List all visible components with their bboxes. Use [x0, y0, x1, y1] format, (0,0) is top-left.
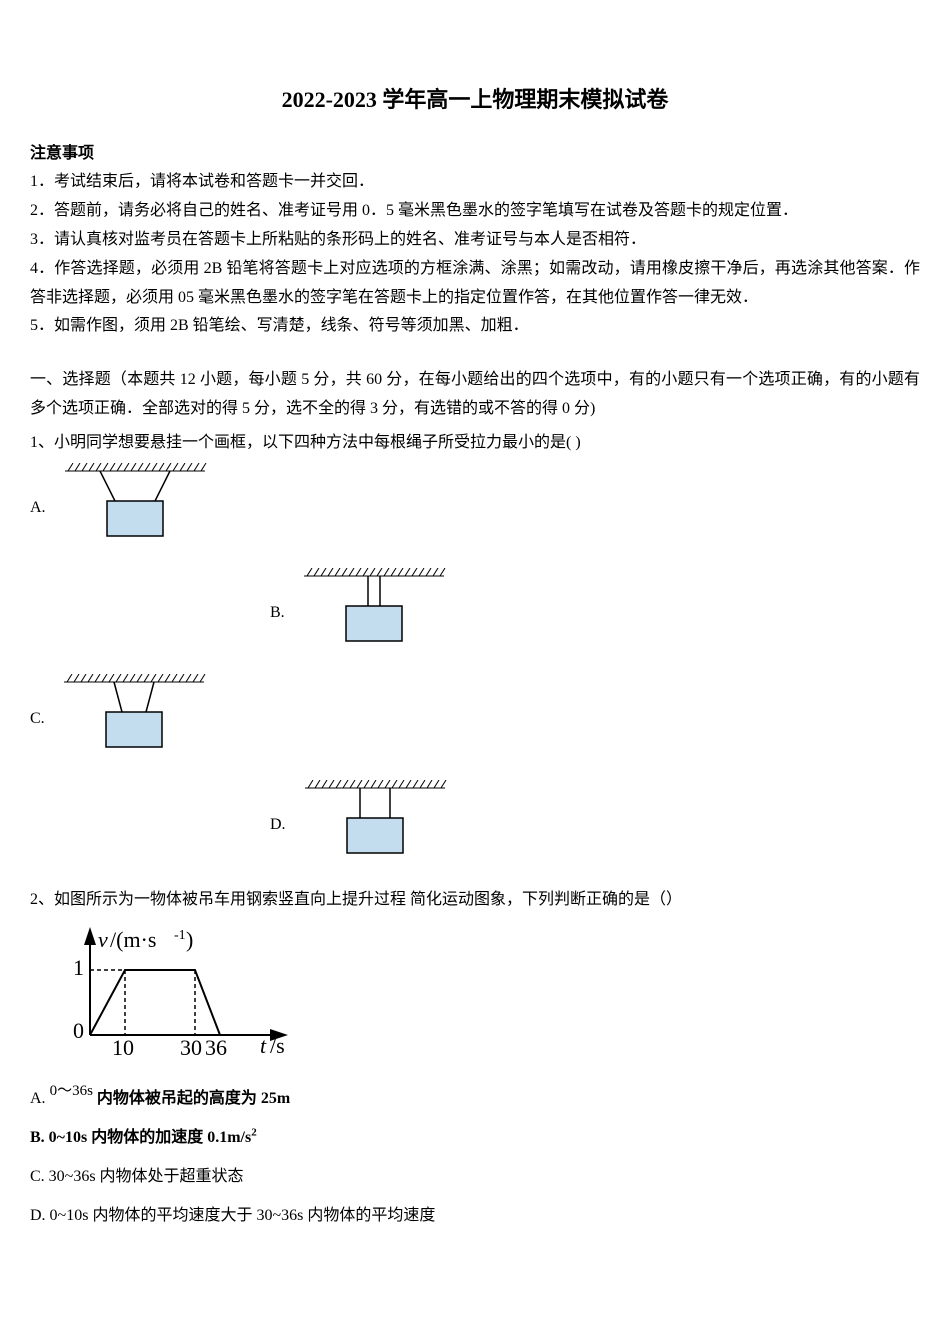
q1-option-d-row: D. — [270, 780, 920, 871]
q1-option-b-label: B. — [270, 599, 285, 628]
q2-option-a: A. 0～36s 内物体被吊起的高度为 25m — [30, 1085, 920, 1114]
q2-option-a-formula: 0～36s — [50, 1078, 93, 1105]
svg-text:): ) — [186, 927, 193, 952]
svg-text:/(m·s: /(m·s — [110, 927, 156, 952]
question-2: 2、如图所示为一物体被吊车用钢索竖直向上提升过程 简化运动图象，下列判断正确的是… — [30, 886, 920, 915]
q1-option-b-row: B. — [270, 568, 920, 659]
q2-option-c: C. 30~36s 内物体处于超重状态 — [30, 1163, 920, 1192]
svg-text:/s: /s — [270, 1033, 285, 1055]
q2-option-a-text: 内物体被吊起的高度为 25m — [97, 1090, 290, 1107]
svg-text:0: 0 — [73, 1018, 84, 1043]
question-1: 1、小明同学想要悬挂一个画框，以下四种方法中每根绳子所受拉力最小的是( ) — [30, 429, 920, 458]
q1-diagram-b — [299, 568, 449, 659]
q1-diagram-a — [60, 463, 210, 554]
q1-diagram-d — [300, 780, 450, 871]
svg-text:30: 30 — [180, 1035, 202, 1055]
svg-text:36: 36 — [205, 1035, 227, 1055]
svg-text:-1: -1 — [174, 928, 186, 943]
q2-option-a-prefix: A. — [30, 1090, 46, 1107]
q2-option-b: B. 0~10s 内物体的加速度 0.1m/s2 — [30, 1124, 920, 1153]
q1-option-a-row: A. — [30, 463, 920, 554]
q1-option-a-label: A. — [30, 494, 46, 523]
q1-option-d-label: D. — [270, 811, 286, 840]
notice-header: 注意事项 — [30, 140, 920, 169]
exam-title: 2022-2023 学年高一上物理期末模拟试卷 — [30, 80, 920, 120]
q2-option-b-text: B. 0~10s 内物体的加速度 0.1m/s2 — [30, 1129, 257, 1146]
instruction-5: 5．如需作图，须用 2B 铅笔绘、写清楚，线条、符号等须加黑、加粗． — [30, 312, 920, 341]
instruction-1: 1．考试结束后，请将本试卷和答题卡一并交回． — [30, 168, 920, 197]
svg-text:t: t — [260, 1033, 267, 1055]
q1-diagram-c — [59, 674, 209, 765]
q2-vt-graph: v /(m·s -1 ) t /s 1 0 10 30 36 — [50, 925, 920, 1066]
instruction-4: 4．作答选择题，必须用 2B 铅笔将答题卡上对应选项的方框涂满、涂黑；如需改动，… — [30, 255, 920, 313]
q1-option-c-row: C. — [30, 674, 920, 765]
q2-option-d: D. 0~10s 内物体的平均速度大于 30~36s 内物体的平均速度 — [30, 1202, 920, 1231]
svg-text:1: 1 — [73, 955, 84, 980]
section-intro: 一、选择题（本题共 12 小题，每小题 5 分，共 60 分，在每小题给出的四个… — [30, 366, 920, 424]
instruction-2: 2．答题前，请务必将自己的姓名、准考证号用 0．5 毫米黑色墨水的签字笔填写在试… — [30, 197, 920, 226]
instruction-3: 3．请认真核对监考员在答题卡上所粘贴的条形码上的姓名、准考证号与本人是否相符． — [30, 226, 920, 255]
q1-option-c-label: C. — [30, 705, 45, 734]
svg-text:v: v — [98, 927, 108, 952]
svg-text:10: 10 — [112, 1035, 134, 1055]
